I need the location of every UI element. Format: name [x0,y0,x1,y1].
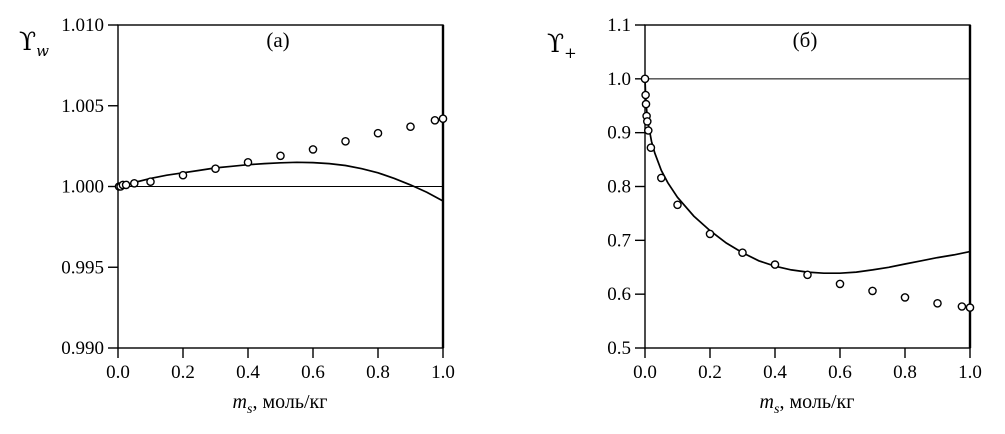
x-axis-label-b-rest: , моль/кг [779,391,855,413]
data-point [641,90,650,100]
x-tick-label: 0.4 [236,362,260,383]
data-point [646,143,656,152]
y-tick-label: 0.8 [607,177,631,198]
data-point [640,74,650,84]
data-point [835,279,845,289]
x-axis-label-a-sub: s [247,402,253,417]
x-tick-label: 0.2 [698,362,722,383]
x-axis-label-a: ms, моль/кг [170,391,390,418]
data-point [146,177,155,186]
x-axis-label-a-var: m [232,391,247,413]
y-axis-symbol-a-main: ϒ [19,27,37,56]
y-tick-label: 0.995 [61,257,104,278]
y-axis-symbol-a-sub: w [36,42,50,60]
data-point [657,173,666,183]
data-point [276,151,285,161]
panel-a: 0.0 0.2 0.4 0.6 0.8 1.0 0.990 0.995 1.000 1.005 1.… [61,15,455,383]
x-tick-label: 0.8 [366,362,390,383]
data-point [900,293,910,302]
data-point [430,116,440,125]
data-point [644,126,653,135]
data-point [868,286,877,296]
x-tick-label: 0.6 [301,362,325,383]
x-axis-label-a-rest: , моль/кг [252,391,328,413]
y-axis-symbol-b: ϒ+ [547,29,577,62]
y-tick-label: 1.005 [61,96,104,117]
data-point [643,117,652,126]
x-tick-label: 1.0 [431,362,455,383]
y-tick-label: 1.0 [607,69,631,90]
y-tick-label: 1.010 [61,15,104,36]
panel-title-a: (a) [266,28,290,52]
y-tick-label: 0.9 [607,123,631,144]
panel-b: 0.0 0.2 0.4 0.6 0.8 1.0 0.5 0.6 0.7 0.8 0.9 1.0 1.1 [607,15,982,383]
x-tick-label: 0.4 [763,362,787,383]
x-tick-label: 0.2 [171,362,195,383]
y-tick-label: 0.990 [61,338,104,359]
data-point [965,303,975,312]
y-tick-label: 0.6 [607,284,631,305]
data-point [641,99,651,109]
x-tick-label: 0.8 [893,362,917,383]
data-point [803,270,812,280]
data-point [121,180,131,190]
x-tick-label: 1.0 [958,362,982,383]
data-point [673,200,682,210]
x-tick-label: 0.0 [106,362,130,383]
x-axis-label-b-var: m [759,391,774,413]
data-point [406,122,415,131]
y-axis-symbol-a: ϒw [19,27,49,60]
data-point [243,157,253,167]
data-point [957,302,967,311]
data-point [341,136,350,146]
y-tick-label: 0.7 [607,230,631,251]
data-point [308,145,318,154]
y-tick-label: 0.5 [607,338,631,359]
data-point [178,170,188,180]
model-curve [117,161,444,202]
data-point [129,178,139,188]
model-curve [644,77,971,275]
panel-title-b: (б) [792,28,818,52]
y-tick-label: 1.000 [61,177,104,198]
x-axis-label-b-sub: s [774,402,780,417]
data-point [933,298,942,308]
data-point [770,260,780,269]
data-point [438,114,448,123]
plot-frame [644,24,971,349]
data-point [738,248,747,257]
x-axis-label-b: ms, моль/кг [697,391,917,418]
x-tick-label: 0.6 [828,362,852,383]
x-tick-label: 0.0 [633,362,657,383]
data-point [705,229,715,239]
data-point [373,128,383,138]
y-axis-symbol-b-sub: + [564,44,577,62]
data-point [211,164,220,173]
y-tick-label: 1.1 [607,15,631,36]
y-axis-symbol-b-main: ϒ [547,29,565,58]
